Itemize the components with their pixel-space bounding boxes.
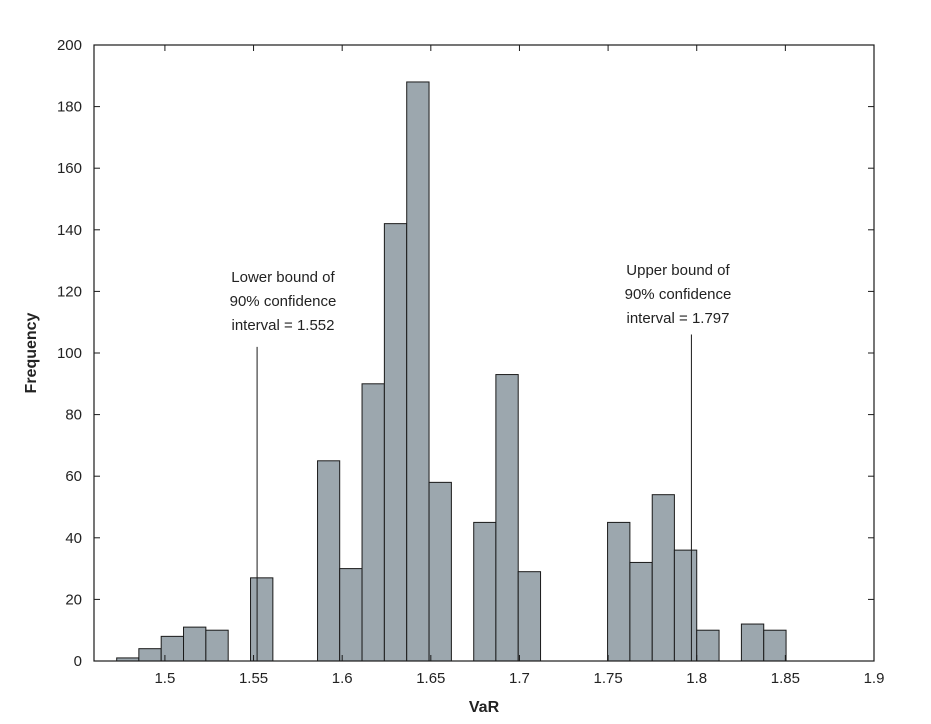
histogram-bar [361,383,385,662]
histogram-bar [250,577,274,662]
lower-bound-label-line-2: 90% confidence [230,293,337,310]
histogram-bar [673,549,698,662]
histogram-bar [428,481,452,662]
histogram-bar [629,561,653,662]
y-tick-label: 200 [57,37,82,54]
histogram-bar [740,623,765,662]
histogram-bar [406,81,430,662]
histogram-bar [339,568,363,662]
lower-bound-annotation: Lower bound of 90% confidence interval =… [230,269,337,661]
x-tick-label: 1.5 [154,670,175,687]
histogram-bar [763,629,787,662]
bars-layer [116,81,787,662]
y-tick-label: 160 [57,160,82,177]
upper-bound-label-line-1: Upper bound of [626,262,730,279]
x-tick-label: 1.55 [239,670,268,687]
histogram-bar [517,571,542,662]
x-tick-label: 1.6 [332,670,353,687]
x-axis-title: VaR [469,699,500,716]
y-tick-label: 180 [57,99,82,116]
histogram-bar [651,494,675,662]
histogram-bar [317,460,341,662]
histogram-bar [205,629,229,662]
y-tick-label: 20 [65,591,82,608]
upper-bound-label-line-2: 90% confidence [625,286,732,303]
upper-bound-label-line-3: interval = 1.797 [627,310,730,327]
histogram-bar [495,374,519,662]
annotations-layer: Lower bound of 90% confidence interval =… [230,262,732,661]
y-tick-label: 100 [57,345,82,362]
y-tick-label: 120 [57,283,82,300]
histogram-bar [607,521,631,662]
histogram-bar [183,626,207,662]
x-tick-label: 1.8 [686,670,707,687]
x-tick-label: 1.85 [771,670,800,687]
x-tick-label: 1.75 [593,670,622,687]
y-tick-label: 140 [57,222,82,239]
y-tick-label: 80 [65,407,82,424]
histogram-bar [138,648,162,662]
histogram-bar [473,521,497,662]
axis-ticks: 1.5 1.55 1.6 1.65 1.7 1.75 1.8 1.85 1.9 0 20 40 60 80… [57,37,884,687]
upper-bound-annotation: Upper bound of 90% confidence interval =… [625,262,732,661]
y-tick-label: 0 [74,653,82,670]
x-tick-label: 1.9 [864,670,885,687]
lower-bound-label-line-1: Lower bound of [231,269,335,286]
y-tick-label: 60 [65,468,82,485]
x-tick-label: 1.7 [509,670,530,687]
histogram-bar [383,223,408,662]
lower-bound-label-line-3: interval = 1.552 [232,317,335,334]
y-axis-title: Frequency [23,312,40,393]
histogram-bar [696,629,720,662]
y-tick-label: 40 [65,530,82,547]
x-tick-label: 1.65 [416,670,445,687]
